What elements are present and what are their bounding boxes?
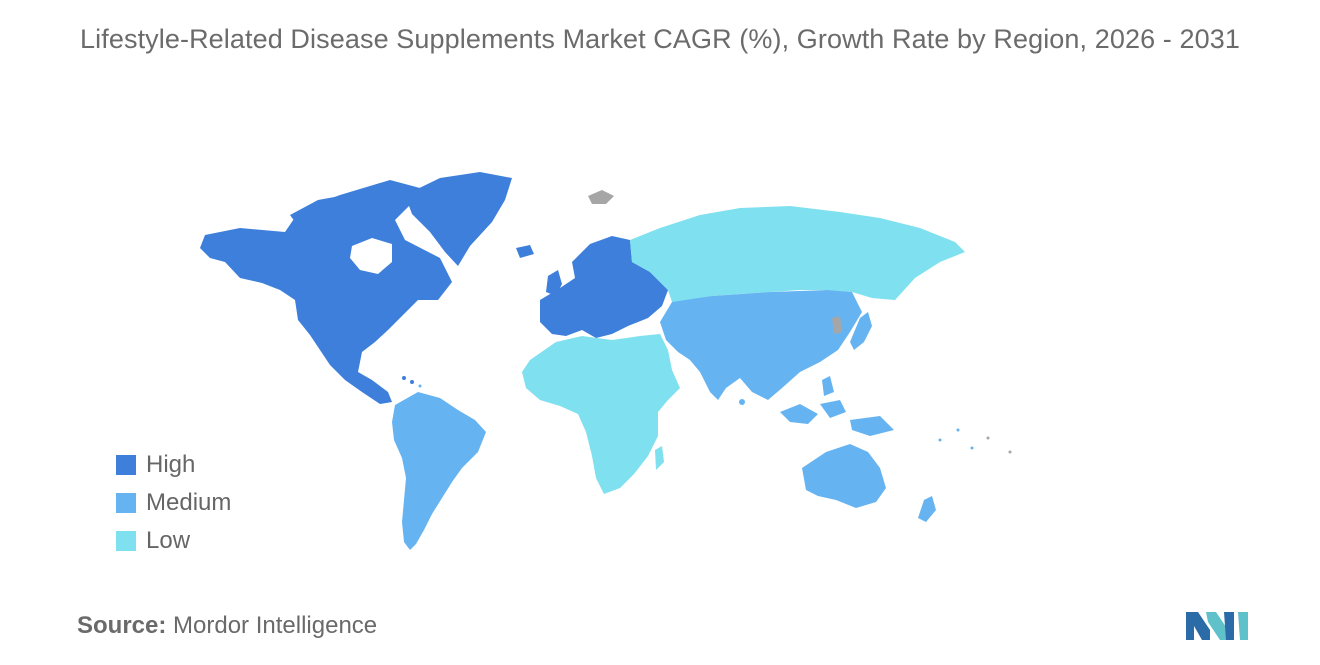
source-value: Mordor Intelligence <box>173 612 378 639</box>
legend-label-low: Low <box>146 527 191 554</box>
source-label: Source: <box>77 612 167 639</box>
region-greenland <box>405 172 512 266</box>
mordor-intelligence-logo-icon <box>1186 612 1248 640</box>
legend-item-low: Low <box>116 526 190 556</box>
legend-swatch-medium <box>116 493 136 513</box>
legend-item-high: High <box>116 450 195 480</box>
region-russia <box>630 206 965 302</box>
region-europe <box>540 236 668 338</box>
region-asia-pacific <box>660 290 862 400</box>
legend-swatch-high <box>116 455 136 475</box>
legend-swatch-low <box>116 531 136 551</box>
legend-label-high: High <box>146 451 196 478</box>
region-north-america <box>200 180 452 404</box>
region-south-america <box>392 392 486 550</box>
legend-label-medium: Medium <box>146 489 232 516</box>
region-middle-east-africa <box>522 334 680 494</box>
region-arctic-islands <box>290 196 356 228</box>
chart-title: Lifestyle-Related Disease Supplements Ma… <box>80 24 1240 54</box>
legend-item-medium: Medium <box>116 488 231 518</box>
region-australia <box>802 444 886 508</box>
source-note: Source: Mordor Intelligence <box>77 612 377 640</box>
